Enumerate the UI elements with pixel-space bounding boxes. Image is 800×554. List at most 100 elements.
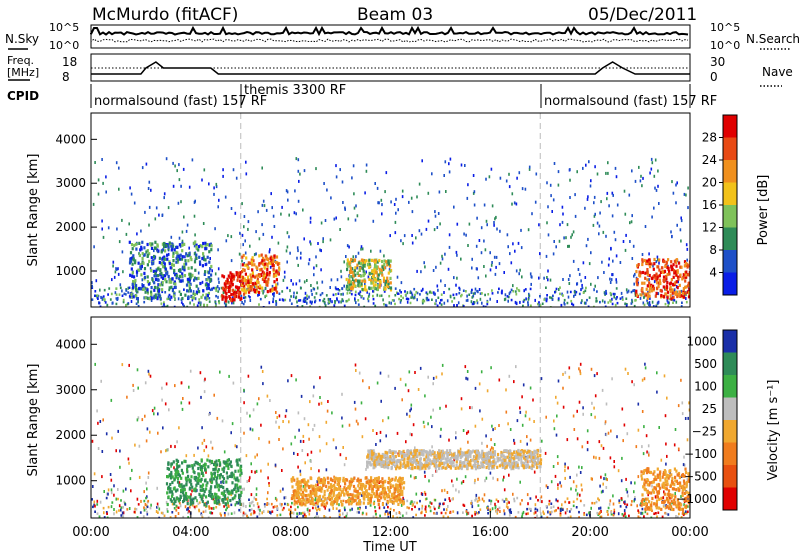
echo-cell	[239, 231, 241, 235]
echo-cell	[678, 512, 680, 516]
echo-cell	[201, 514, 203, 517]
echo-cell	[610, 278, 613, 282]
echo-region-cell	[399, 489, 402, 493]
echo-cell	[647, 451, 650, 455]
echo-region-cell	[233, 295, 236, 299]
echo-cell	[624, 302, 627, 306]
echo-region-cell	[170, 280, 173, 284]
echo-region-cell	[261, 277, 264, 281]
echo-cell	[276, 514, 279, 517]
echo-cell	[462, 511, 464, 514]
echo-cell	[509, 290, 512, 294]
echo-region-cell	[368, 487, 371, 491]
echo-cell	[192, 292, 195, 295]
echo-region-cell	[203, 479, 207, 483]
echo-region-cell	[323, 489, 326, 494]
echo-region-cell	[352, 281, 355, 285]
echo-cell	[563, 298, 566, 302]
echo-region-cell	[179, 253, 182, 257]
echo-region-cell	[183, 497, 186, 501]
echo-cell	[546, 221, 548, 225]
echo-cell	[387, 374, 390, 378]
colorbar-swatch	[723, 115, 737, 138]
echo-cell	[365, 467, 367, 471]
echo-region-cell	[191, 464, 194, 468]
echo-cell	[202, 510, 205, 514]
echo-cell	[182, 303, 184, 306]
echo-region-cell	[231, 279, 234, 283]
echo-cell	[319, 293, 322, 297]
echo-cell	[483, 493, 486, 497]
echo-cell	[585, 286, 587, 290]
echo-cell	[295, 212, 297, 216]
echo-cell	[619, 261, 622, 264]
echo-region-cell	[349, 493, 352, 497]
echo-region-cell	[304, 494, 307, 498]
echo-cell	[102, 418, 104, 422]
echo-cell	[557, 297, 560, 300]
echo-cell	[431, 172, 433, 176]
echo-region-cell	[205, 287, 209, 291]
echo-region-cell	[358, 284, 361, 288]
echo-region-cell	[201, 499, 204, 504]
echo-cell	[358, 371, 361, 375]
echo-cell	[655, 260, 658, 264]
echo-cell	[529, 272, 532, 276]
echo-region-cell	[342, 478, 345, 483]
echo-cell	[167, 206, 170, 210]
echo-cell	[324, 304, 327, 307]
echo-region-cell	[356, 489, 359, 494]
echo-cell	[382, 419, 384, 423]
echo-cell	[137, 304, 140, 307]
echo-cell	[655, 188, 658, 192]
echo-region-cell	[249, 273, 252, 277]
echo-cell	[317, 242, 319, 245]
echo-cell	[340, 300, 342, 304]
echo-cell	[212, 286, 215, 290]
echo-cell	[453, 205, 455, 209]
echo-cell	[390, 301, 392, 305]
echo-cell	[355, 369, 357, 372]
echo-region-cell	[235, 490, 238, 494]
echo-cell	[164, 291, 167, 294]
echo-cell	[528, 165, 531, 169]
echo-region-cell	[293, 496, 296, 500]
echo-cell	[189, 301, 191, 305]
echo-region-cell	[373, 278, 376, 282]
echo-region-cell	[683, 260, 687, 264]
echo-cell	[318, 508, 321, 512]
echo-cell	[597, 276, 599, 280]
echo-cell	[247, 227, 249, 231]
echo-cell	[472, 174, 475, 177]
echo-cell	[479, 297, 482, 301]
echo-cell	[495, 255, 498, 259]
echo-region-cell	[666, 265, 669, 269]
echo-cell	[602, 230, 605, 234]
echo-cell	[490, 167, 493, 171]
echo-cell	[421, 299, 424, 303]
echo-cell	[416, 195, 418, 199]
echo-region-cell	[387, 262, 391, 266]
echo-region-cell	[651, 276, 654, 281]
echo-cell	[474, 424, 477, 428]
echo-region-cell	[354, 266, 357, 270]
echo-cell	[246, 411, 248, 415]
echo-region-cell	[234, 478, 238, 482]
echo-cell	[501, 289, 503, 293]
echo-cell	[153, 249, 155, 253]
echo-cell	[471, 505, 474, 509]
echo-cell	[335, 287, 338, 291]
echo-cell	[452, 510, 455, 513]
echo-cell	[406, 291, 409, 295]
echo-cell	[303, 516, 306, 518]
echo-cell	[296, 246, 299, 250]
echo-cell	[99, 288, 101, 292]
echo-cell	[210, 287, 213, 291]
echo-cell	[385, 434, 387, 438]
echo-cell	[582, 406, 584, 410]
echo-cell	[626, 291, 629, 294]
echo-cell	[559, 507, 562, 511]
echo-region-cell	[168, 241, 171, 245]
echo-cell	[357, 299, 360, 302]
echo-region-cell	[331, 500, 334, 504]
